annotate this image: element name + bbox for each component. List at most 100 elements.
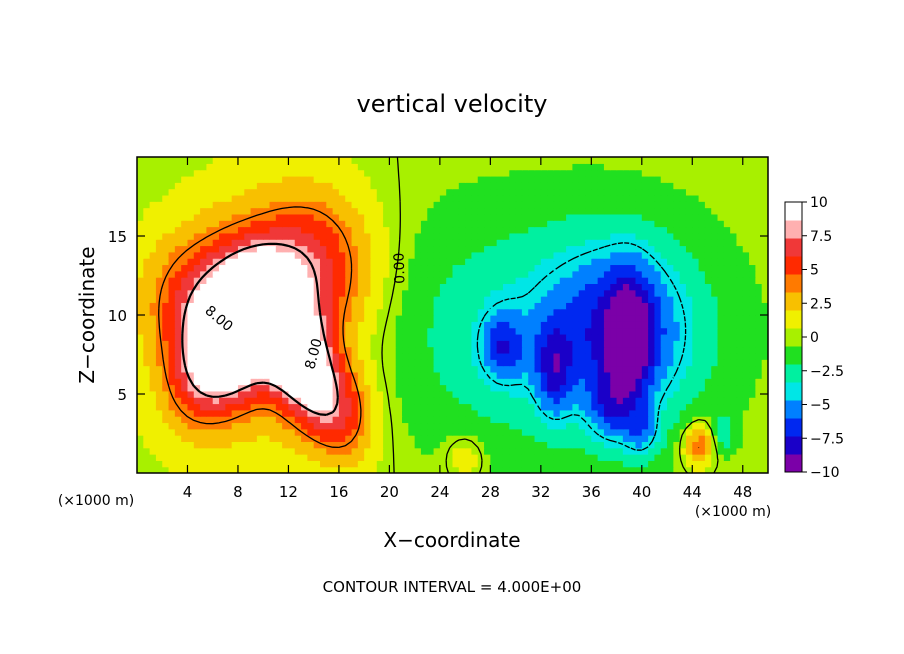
heatmap-cell <box>143 251 151 259</box>
heatmap-cell <box>149 226 157 234</box>
heatmap-cell <box>515 346 523 354</box>
heatmap-cell <box>528 277 536 284</box>
heatmap-cell <box>603 213 611 221</box>
heatmap-cell <box>616 201 624 209</box>
heatmap-cell <box>162 403 170 411</box>
heatmap-cell <box>288 245 296 253</box>
heatmap-cell <box>622 460 630 468</box>
heatmap-cell <box>187 466 195 473</box>
heatmap-cell <box>730 327 738 335</box>
heatmap-cell <box>717 226 725 234</box>
heatmap-cell <box>553 378 561 386</box>
heatmap-cell <box>465 460 473 468</box>
heatmap-cell <box>629 258 637 266</box>
heatmap-cell <box>742 359 750 367</box>
heatmap-cell <box>635 194 643 202</box>
heatmap-cell <box>736 327 744 335</box>
heatmap-cell <box>742 232 750 240</box>
heatmap-cell <box>559 207 567 215</box>
heatmap-cell <box>301 163 308 171</box>
heatmap-cell <box>578 428 586 436</box>
heatmap-cell <box>313 365 321 373</box>
heatmap-cell <box>452 352 460 360</box>
heatmap-cell <box>742 371 750 379</box>
heatmap-cell <box>313 182 321 190</box>
heatmap-cell <box>301 378 308 386</box>
heatmap-cell <box>566 321 573 329</box>
heatmap-cell <box>616 258 624 266</box>
heatmap-cell <box>730 188 738 196</box>
heatmap-cell <box>137 175 144 183</box>
heatmap-cell <box>635 428 643 436</box>
heatmap-cell <box>212 340 220 348</box>
heatmap-cell <box>225 163 233 171</box>
heatmap-cell <box>755 188 763 196</box>
heatmap-cell <box>420 315 428 322</box>
heatmap-cell <box>648 213 656 221</box>
heatmap-cell <box>521 245 529 253</box>
heatmap-cell <box>502 346 510 354</box>
heatmap-cell <box>458 327 466 335</box>
heatmap-cell <box>742 346 750 354</box>
heatmap-cell <box>559 403 567 411</box>
heatmap-cell <box>408 188 416 196</box>
heatmap-cell <box>383 365 390 373</box>
heatmap-cell <box>181 327 189 335</box>
heatmap-cell <box>439 403 447 411</box>
heatmap-cell <box>307 327 315 335</box>
heatmap-cell <box>717 321 725 329</box>
heatmap-cell <box>679 157 687 164</box>
heatmap-cell <box>502 321 510 329</box>
heatmap-cell <box>193 226 201 234</box>
heatmap-cell <box>667 232 674 240</box>
heatmap-cell <box>572 416 580 424</box>
heatmap-cell <box>685 226 693 234</box>
heatmap-cell <box>572 308 580 316</box>
heatmap-cell <box>629 226 637 234</box>
heatmap-cell <box>471 340 479 348</box>
heatmap-cell <box>648 466 656 473</box>
heatmap-cell <box>338 264 346 272</box>
heatmap-cell <box>301 371 308 379</box>
heatmap-cell <box>761 403 768 411</box>
heatmap-cell <box>685 220 693 228</box>
heatmap-cell <box>603 333 611 341</box>
heatmap-cell <box>319 264 327 272</box>
heatmap-cell <box>603 340 611 348</box>
heatmap-cell <box>515 403 523 411</box>
heatmap-cell <box>155 277 163 284</box>
heatmap-cell <box>566 201 573 209</box>
heatmap-cell <box>370 270 378 278</box>
heatmap-cell <box>717 447 725 455</box>
heatmap-cell <box>149 435 157 442</box>
heatmap-cell <box>427 226 435 234</box>
heatmap-cell <box>566 213 573 221</box>
heatmap-cell <box>566 220 573 228</box>
heatmap-cell <box>225 466 233 473</box>
heatmap-cell <box>755 454 763 461</box>
heatmap-cell <box>553 365 561 373</box>
heatmap-cell <box>755 428 763 436</box>
heatmap-cell <box>616 454 624 461</box>
heatmap-cell <box>402 454 409 461</box>
heatmap-cell <box>212 428 220 436</box>
heatmap-cell <box>402 188 409 196</box>
heatmap-cell <box>162 264 170 272</box>
heatmap-cell <box>749 390 756 398</box>
heatmap-cell <box>231 371 239 379</box>
heatmap-cell <box>736 175 744 183</box>
heatmap-cell <box>408 371 416 379</box>
heatmap-cell <box>294 466 302 473</box>
heatmap-cell <box>597 213 605 221</box>
heatmap-cell <box>547 277 555 284</box>
heatmap-cell <box>692 201 700 209</box>
heatmap-cell <box>717 182 725 190</box>
heatmap-cell <box>692 403 700 411</box>
heatmap-cell <box>395 384 403 392</box>
heatmap-cell <box>742 188 750 196</box>
heatmap-cell <box>446 466 454 473</box>
heatmap-cell <box>282 371 290 379</box>
heatmap-cell <box>477 315 485 322</box>
heatmap-cell <box>313 441 321 449</box>
heatmap-cell <box>168 302 176 310</box>
